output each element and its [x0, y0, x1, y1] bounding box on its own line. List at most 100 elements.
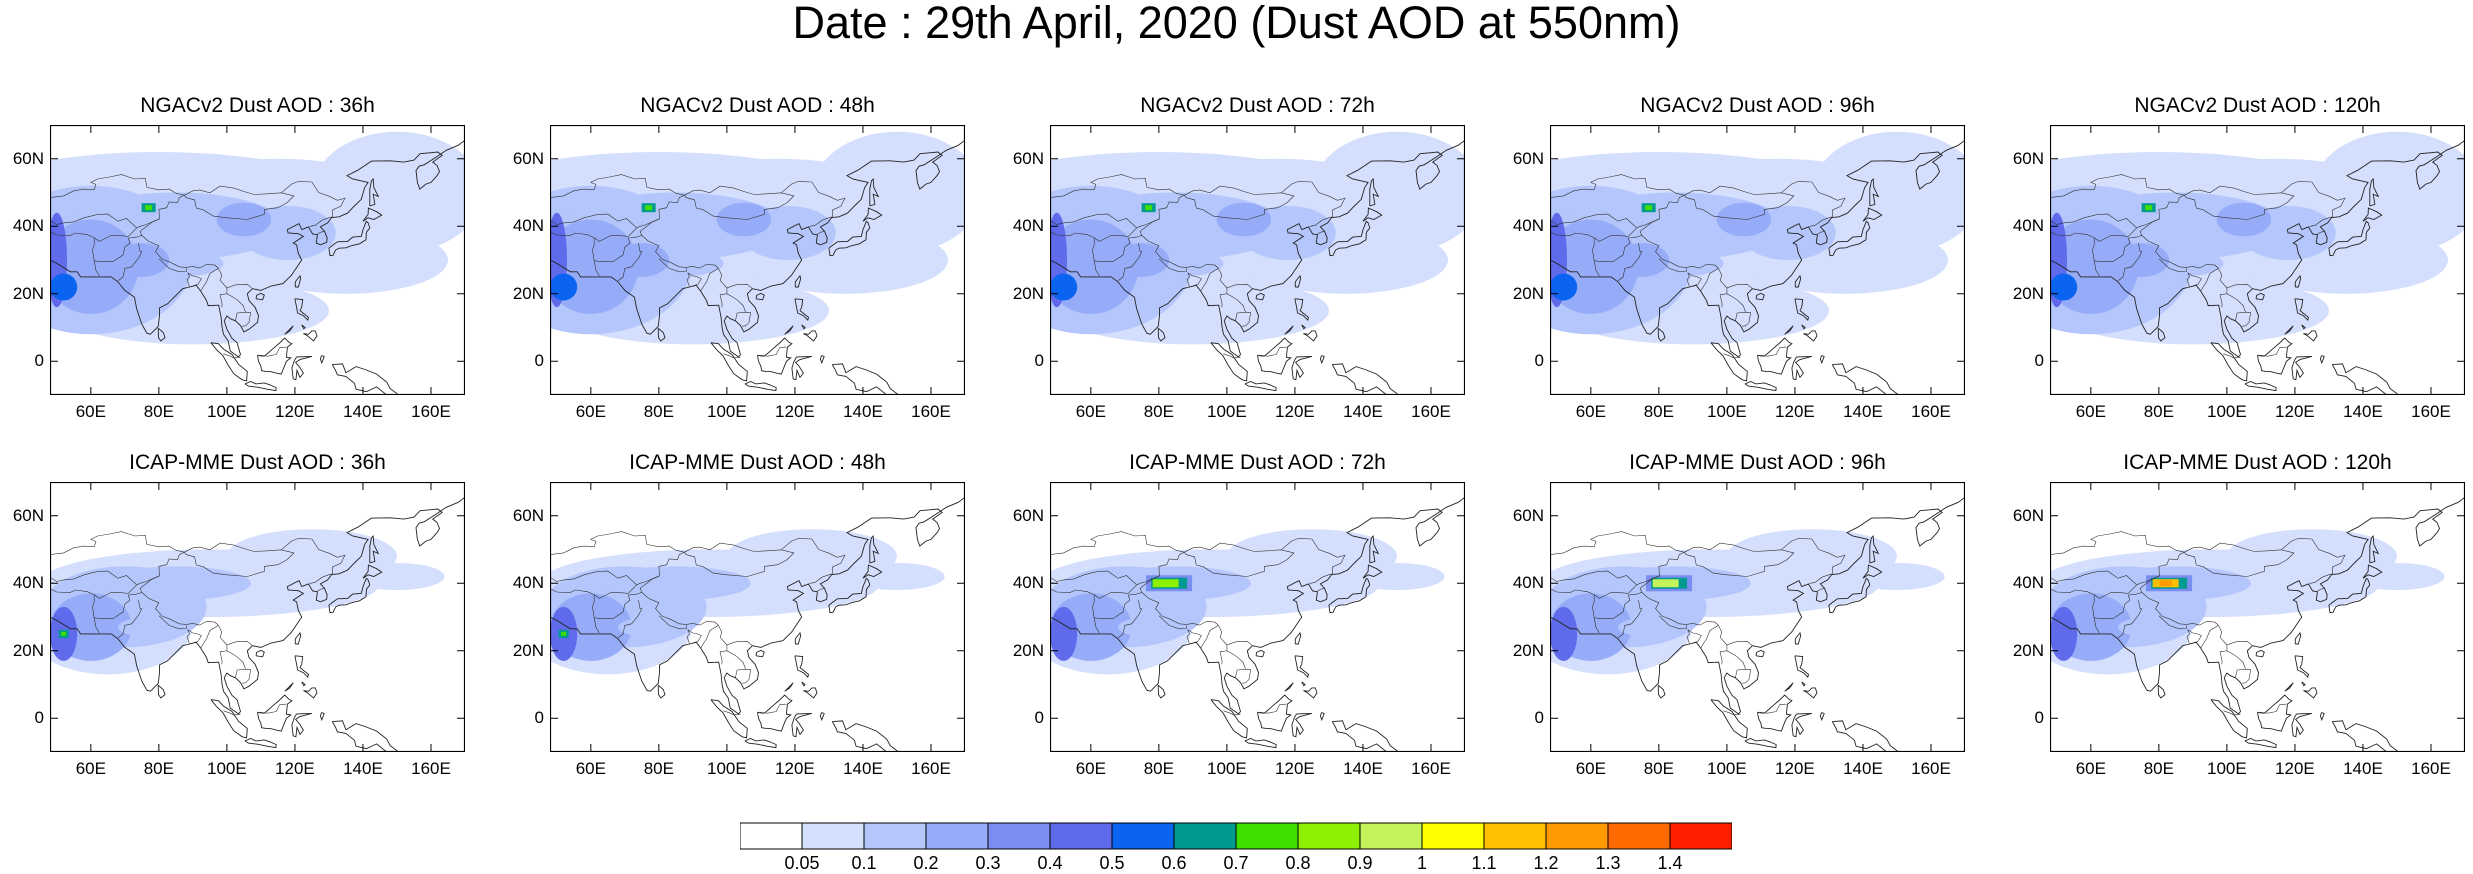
map-panel: NGACv2 Dust AOD : 72h 60N 40N 20N 0 60E 80E 100…	[1013, 95, 1465, 425]
dust-aod-map	[50, 482, 465, 752]
coastline	[255, 292, 265, 301]
dust-aod-map	[1050, 125, 1465, 395]
x-tick-label: 160E	[911, 759, 951, 778]
y-tick-label: 20N	[1512, 283, 1544, 303]
coastline	[1257, 337, 1293, 375]
coastline	[1294, 298, 1310, 321]
country-border	[2186, 272, 2202, 288]
x-tick-label: 120E	[775, 402, 815, 421]
country-border	[550, 174, 685, 198]
x-tick-label: 60E	[75, 759, 106, 778]
coastline	[1257, 694, 1293, 732]
country-border	[817, 231, 825, 235]
coastline	[1210, 342, 1248, 382]
dust-hotspot	[1652, 579, 1679, 588]
coastline	[2303, 687, 2318, 699]
country-border	[1141, 592, 1253, 646]
country-border	[1184, 542, 1295, 577]
country-border	[184, 185, 295, 220]
country-border	[200, 625, 219, 649]
colorbar-swatch	[1607, 822, 1671, 850]
coastline	[819, 355, 825, 365]
main-title: Date : 29th April, 2020 (Dust AOD at 550…	[792, 0, 1681, 48]
country-border	[1050, 213, 1138, 242]
y-tick-label: 60N	[1012, 148, 1044, 168]
country-border	[281, 181, 346, 227]
coastline	[2255, 292, 2265, 301]
country-border	[2093, 575, 2160, 634]
country-border	[1726, 293, 1747, 321]
coastline	[1657, 327, 1666, 342]
country-border	[1093, 575, 1160, 634]
coastline	[257, 694, 293, 732]
colorbar-swatch	[1235, 822, 1299, 850]
country-border	[1742, 312, 1752, 327]
coastline	[2210, 699, 2248, 739]
dust-aod-map	[2050, 125, 2465, 395]
x-tick-label: 140E	[2343, 759, 2383, 778]
x-tick-label: 60E	[2075, 402, 2106, 421]
coastline	[794, 298, 810, 321]
coastline	[319, 355, 325, 365]
colorbar-swatch	[1483, 822, 1547, 850]
x-tick-label: 80E	[143, 402, 174, 421]
country-border	[2281, 181, 2346, 227]
coastline	[2369, 534, 2380, 564]
panel-title: ICAP-MME Dust AOD : 72h	[1129, 451, 1386, 474]
coastline	[1744, 381, 1777, 392]
dust-hotspot	[145, 205, 153, 211]
y-tick-label: 0	[1534, 351, 1544, 371]
country-border	[1219, 288, 1228, 308]
country-border	[592, 237, 595, 261]
country-border	[1219, 645, 1228, 665]
dust-hotspot	[2159, 580, 2172, 587]
colorbar-swatch	[1111, 822, 1175, 850]
coastline	[2257, 694, 2293, 732]
country-border	[1658, 258, 1687, 273]
coastline	[2301, 681, 2306, 687]
dust-aod-map	[2050, 482, 2465, 752]
coastline	[1303, 330, 1318, 342]
country-border	[259, 703, 287, 714]
coastline	[2291, 713, 2313, 738]
map-panel: ICAP-MME Dust AOD : 120h 60N 40N 20N 0 60E 80E…	[2013, 452, 2465, 782]
coastline	[291, 713, 313, 738]
coastline	[1794, 274, 1802, 288]
coastline	[1755, 649, 1765, 658]
y-tick-label: 40N	[1012, 573, 1044, 593]
coastline	[1157, 684, 1166, 699]
x-tick-label: 120E	[275, 759, 315, 778]
country-border	[1781, 181, 1846, 227]
coastline	[801, 681, 806, 687]
coastline	[291, 356, 313, 381]
y-tick-label: 60N	[512, 148, 544, 168]
dust-field	[618, 617, 687, 638]
country-border	[259, 346, 287, 357]
dust-field	[849, 563, 945, 590]
coastline	[2244, 738, 2277, 749]
coastline	[794, 631, 802, 645]
country-border	[2184, 185, 2295, 220]
country-border	[592, 594, 595, 618]
map-panel: ICAP-MME Dust AOD : 72h 60N 40N 20N 0 60E 80E 1…	[1013, 451, 1465, 782]
coastline	[294, 631, 302, 645]
country-border	[1136, 194, 1185, 229]
x-tick-label: 80E	[643, 759, 674, 778]
coastline	[1550, 496, 1965, 715]
coastline	[1828, 220, 1871, 257]
coastline	[757, 337, 793, 375]
coastline	[801, 324, 806, 330]
dust-field	[1550, 273, 1578, 301]
coastline	[2157, 327, 2166, 342]
country-border	[1686, 629, 1702, 645]
dust-aod-map	[550, 125, 965, 395]
y-tick-label: 0	[1534, 708, 1544, 728]
country-border	[117, 243, 143, 282]
coastline	[1862, 564, 1883, 579]
coastline	[794, 655, 810, 678]
country-border	[1700, 268, 1719, 292]
y-tick-label: 20N	[1012, 640, 1044, 660]
x-tick-label: 160E	[2411, 759, 2451, 778]
coastline	[744, 381, 777, 392]
country-border	[1636, 194, 1685, 229]
